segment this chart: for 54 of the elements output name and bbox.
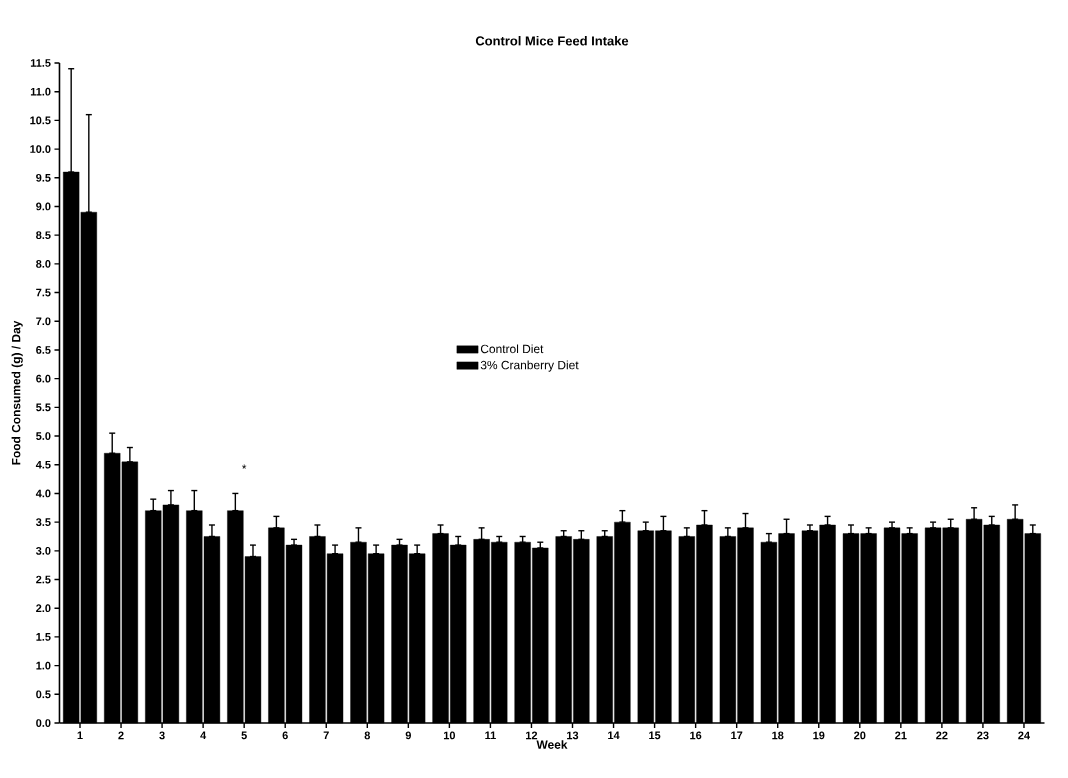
x-tick-label: 17 xyxy=(731,731,743,740)
x-tick-label: 8 xyxy=(364,731,370,740)
x-tick-label: 6 xyxy=(282,731,288,740)
annotation: * xyxy=(242,464,247,469)
y-tick-label: 8.0 xyxy=(36,259,51,268)
y-tick-label: 4.5 xyxy=(35,460,51,469)
x-tick-label: 1 xyxy=(77,731,83,740)
x-tick-label: 12 xyxy=(526,731,538,740)
y-tick-label: 1.0 xyxy=(36,661,51,670)
x-tick-label: 15 xyxy=(649,731,661,740)
x-tick-label: 4 xyxy=(200,731,207,740)
x-tick-label: 23 xyxy=(977,731,989,740)
y-tick-label: 11.0 xyxy=(30,87,51,96)
y-tick-label: 10.5 xyxy=(30,116,51,125)
chart-title: Control Mice Feed Intake xyxy=(475,35,629,46)
y-tick-label: 8.5 xyxy=(36,231,51,240)
x-tick-label: 20 xyxy=(854,731,866,740)
y-tick-label: 0.0 xyxy=(36,719,51,727)
y-tick-label: 6.0 xyxy=(36,374,51,383)
y-tick-label: 5.0 xyxy=(36,432,51,440)
legend-label: 3% Cranberry Diet xyxy=(480,360,579,372)
y-tick-label: 0.5 xyxy=(36,690,51,699)
y-tick-label: 6.5 xyxy=(36,346,51,354)
x-tick-label: 10 xyxy=(443,731,456,740)
x-tick-label: 19 xyxy=(813,731,825,740)
y-tick-label: 2.0 xyxy=(36,604,51,613)
y-tick-label: 7.0 xyxy=(36,317,51,326)
x-tick-label: 5 xyxy=(241,731,247,740)
y-tick-label: 2.5 xyxy=(36,575,51,584)
x-tick-label: 21 xyxy=(895,731,907,740)
x-tick-label: 18 xyxy=(772,731,784,740)
y-tick-label: 9.0 xyxy=(36,202,51,211)
y-tick-label: 9.5 xyxy=(36,173,51,182)
x-tick-label: 2 xyxy=(118,731,124,740)
x-tick-label: 16 xyxy=(690,731,702,740)
x-tick-label: 24 xyxy=(1018,731,1030,740)
y-tick-label: 10.0 xyxy=(30,145,51,153)
x-tick-label: 11 xyxy=(485,731,496,740)
y-tick-label: 1.5 xyxy=(36,633,51,641)
y-tick-label: 5.5 xyxy=(36,403,51,412)
x-tick-label: 7 xyxy=(323,731,329,740)
x-axis-title: Week xyxy=(536,740,568,749)
x-tick-label: 3 xyxy=(159,731,165,740)
x-tick-label: 22 xyxy=(936,731,948,740)
legend-label: Control Diet xyxy=(480,344,544,354)
y-tick-label: 11.5 xyxy=(30,59,51,67)
x-tick-label: 13 xyxy=(567,731,579,740)
y-tick-label: 7.5 xyxy=(36,288,51,297)
y-axis-title: Food Consumed (g) / Day xyxy=(11,320,23,465)
y-tick-label: 3.5 xyxy=(35,518,51,527)
y-tick-label: 3.0 xyxy=(35,546,51,555)
x-tick-label: 9 xyxy=(405,731,411,740)
y-tick-label: 4.0 xyxy=(35,489,51,498)
x-tick-label: 14 xyxy=(608,731,620,740)
